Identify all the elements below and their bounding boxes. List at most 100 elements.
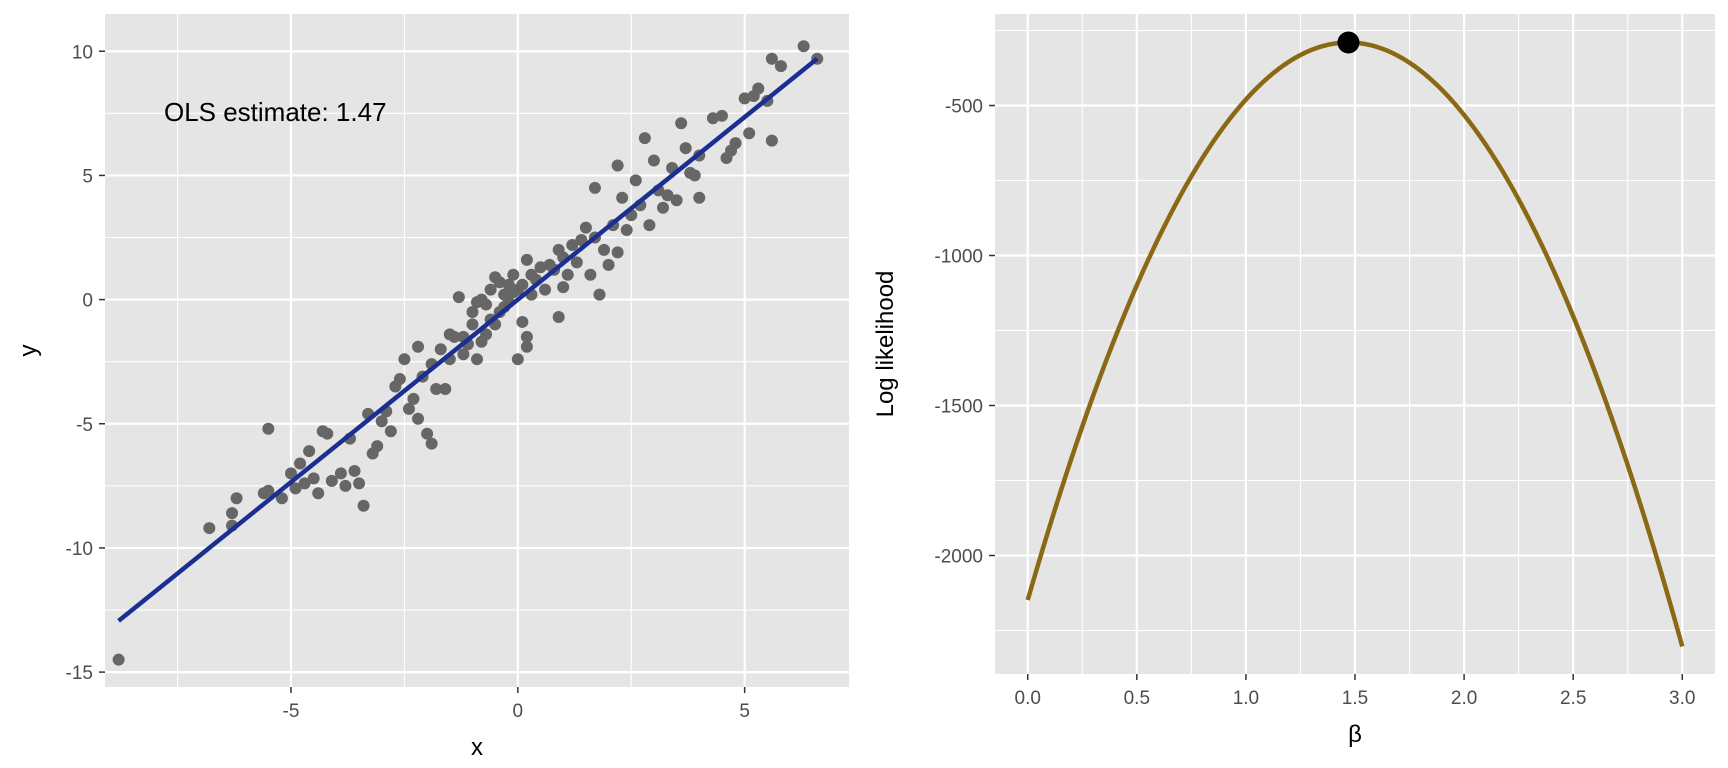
data-point <box>457 348 470 361</box>
scatter-panel-background <box>105 14 849 687</box>
data-point <box>289 482 302 495</box>
data-point <box>575 233 588 246</box>
ols-estimate-annotation: OLS estimate: 1.47 <box>164 97 387 127</box>
scatter-y-tick-label: -5 <box>76 415 93 436</box>
data-point <box>643 219 656 232</box>
data-point <box>657 201 669 214</box>
data-point <box>480 298 493 311</box>
data-point <box>421 427 434 440</box>
data-point <box>262 422 275 435</box>
data-point <box>611 159 624 172</box>
data-point <box>620 224 633 237</box>
likelihood-y-tick-label: -1500 <box>934 397 983 418</box>
data-point <box>298 477 311 490</box>
scatter-y-ticks: -15 -10 -5 0 5 10 <box>66 42 105 684</box>
data-point <box>493 276 506 289</box>
likelihood-x-tick-label: 0.0 <box>1015 688 1041 709</box>
data-point <box>593 288 606 301</box>
data-point <box>534 261 547 274</box>
data-point <box>661 189 674 202</box>
scatter-x-tick-label: 5 <box>739 701 750 722</box>
data-point <box>670 194 683 207</box>
data-point <box>294 457 307 470</box>
likelihood-x-tick-label: 1.5 <box>1342 688 1368 709</box>
data-point <box>452 291 465 304</box>
scatter-y-tick-label: 10 <box>72 42 93 63</box>
data-point <box>471 353 483 366</box>
scatter-y-tick-label: 5 <box>82 166 93 187</box>
data-point <box>339 479 352 492</box>
data-point <box>638 132 651 145</box>
data-point <box>729 137 742 150</box>
data-point <box>688 169 701 182</box>
scatter-points <box>112 40 824 666</box>
data-point <box>303 445 316 458</box>
data-point <box>262 484 275 497</box>
likelihood-y-tick-label: -2000 <box>934 547 983 568</box>
data-point <box>588 181 601 194</box>
data-point <box>353 477 366 490</box>
data-point <box>203 522 216 535</box>
scatter-x-ticks: -5 0 5 <box>283 687 750 722</box>
data-point <box>611 246 624 259</box>
likelihood-gridlines <box>995 14 1715 674</box>
data-point <box>375 415 388 428</box>
data-point <box>602 258 615 271</box>
data-point <box>325 474 338 487</box>
data-point <box>275 492 288 505</box>
data-point <box>384 425 397 438</box>
scatter-x-tick-label: -5 <box>283 701 300 722</box>
likelihood-x-tick-label: 2.5 <box>1560 688 1586 709</box>
data-point <box>647 154 660 167</box>
likelihood-x-tick-label: 0.5 <box>1124 688 1150 709</box>
data-point <box>516 315 529 328</box>
likelihood-y-tick-label: -500 <box>945 97 983 118</box>
data-point <box>561 268 574 281</box>
data-point <box>412 340 425 353</box>
data-point <box>226 507 239 520</box>
data-point <box>516 278 529 291</box>
data-point <box>693 191 706 204</box>
scatter-y-axis-title: y <box>15 345 42 357</box>
data-point <box>393 373 406 386</box>
data-point <box>321 427 334 440</box>
likelihood-y-axis-title: Log likelihood <box>872 271 899 418</box>
data-point <box>557 281 570 294</box>
data-point <box>552 310 565 323</box>
likelihood-y-tick-label: -1000 <box>934 247 983 268</box>
data-point <box>706 112 719 125</box>
likelihood-x-tick-label: 2.0 <box>1451 688 1477 709</box>
data-point <box>629 174 642 187</box>
data-point <box>112 653 125 666</box>
scatter-x-axis-title: x <box>471 734 483 761</box>
data-point <box>584 268 597 281</box>
likelihood-x-tick-label: 3.0 <box>1669 688 1695 709</box>
data-point <box>312 487 325 500</box>
data-point <box>430 382 443 395</box>
scatter-panel: OLS estimate: 1.47 -5 0 5 -15 -10 -5 0 5 10 x y <box>15 14 849 761</box>
data-point <box>765 134 778 147</box>
data-point <box>598 243 611 256</box>
data-point <box>511 353 524 366</box>
data-point <box>466 306 479 319</box>
data-point <box>715 109 728 122</box>
data-point <box>752 82 765 95</box>
ols-regression-line <box>117 56 819 623</box>
likelihood-x-tick-label: 1.0 <box>1233 688 1259 709</box>
likelihood-panel: 0.0 0.5 1.0 1.5 2.0 2.5 3.0 -2000 -1500 -1000 -50… <box>872 14 1715 748</box>
data-point <box>539 283 552 296</box>
data-point <box>285 467 297 480</box>
data-point <box>412 412 425 425</box>
data-point <box>357 499 370 512</box>
likelihood-x-axis-title: β <box>1348 721 1362 748</box>
data-point <box>348 464 361 477</box>
data-point <box>616 191 629 204</box>
data-point <box>520 330 533 343</box>
maximum-likelihood-point <box>1337 31 1360 54</box>
data-point <box>675 117 688 130</box>
likelihood-y-ticks: -2000 -1500 -1000 -500 <box>934 97 995 568</box>
scatter-y-tick-label: -15 <box>66 663 93 684</box>
data-point <box>520 340 533 353</box>
data-point <box>797 40 810 53</box>
